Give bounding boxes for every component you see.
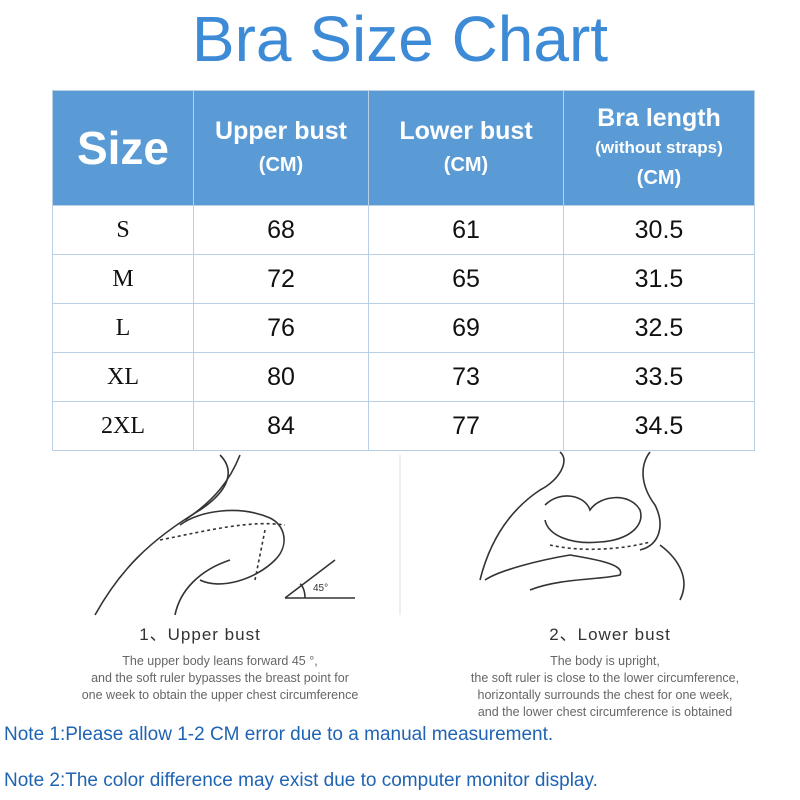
header-text: Size xyxy=(76,122,170,174)
header-text: (without straps) xyxy=(595,138,723,157)
measure-cell: 76 xyxy=(193,303,369,353)
figure-outline xyxy=(184,454,241,521)
measure-cell: 65 xyxy=(368,254,564,304)
illustrations: 45° xyxy=(94,451,685,616)
arm xyxy=(484,554,622,591)
measure-cell: 73 xyxy=(368,352,564,402)
description-line: the soft ruler is close to the lower cir… xyxy=(470,671,740,685)
measure-cell: 77 xyxy=(368,401,564,451)
description-line: and the lower chest circumference is obt… xyxy=(477,705,733,719)
angle-line xyxy=(284,559,336,599)
measure-cell: 30.5 xyxy=(563,205,755,255)
description-line: and the soft ruler bypasses the breast p… xyxy=(91,671,349,685)
header-cell: Size xyxy=(52,90,194,206)
chest xyxy=(544,495,642,544)
table-row: XL 80 73 33.5 xyxy=(52,352,755,402)
header-text: (CM) xyxy=(636,167,682,189)
caption: 2、Lower bust xyxy=(549,625,671,644)
angle-label: 45° xyxy=(313,583,328,594)
description: The body is upright, the soft ruler is cl… xyxy=(410,653,800,721)
size-table: Size Upper bust (CM) Lower bust (CM) Bra leng… xyxy=(52,90,755,451)
size-cell: M xyxy=(52,254,194,304)
tape xyxy=(159,522,286,541)
description-line: horizontally surrounds the chest for one… xyxy=(477,688,733,702)
description: The upper body leans forward 45 °, and th… xyxy=(30,653,410,704)
size-cell: S xyxy=(52,205,194,255)
size-cell: L xyxy=(52,303,194,353)
header-cell: Lower bust (CM) xyxy=(368,90,564,206)
table-row: M 72 65 31.5 xyxy=(52,254,755,304)
arm xyxy=(179,509,285,585)
caption: 1、Upper bust xyxy=(139,625,261,644)
measure-cell: 31.5 xyxy=(563,254,755,304)
header-text: Upper bust xyxy=(215,117,347,145)
measure-cell: 68 xyxy=(193,205,369,255)
figure-outline xyxy=(659,544,685,601)
figure-outline xyxy=(94,454,229,616)
header-cell: Bra length (without straps) (CM) xyxy=(563,90,755,206)
measure-cell: 33.5 xyxy=(563,352,755,402)
table-row: S 68 61 30.5 xyxy=(52,205,755,255)
description-line: The body is upright, xyxy=(550,654,660,668)
measure-cell: 80 xyxy=(193,352,369,402)
description-line: one week to obtain the upper chest circu… xyxy=(81,688,359,702)
header-row: Size Upper bust (CM) Lower bust (CM) Bra leng… xyxy=(52,90,755,206)
header-text: Bra length xyxy=(597,104,721,132)
measure-cell: 32.5 xyxy=(563,303,755,353)
tape xyxy=(254,529,266,581)
measure-cell: 34.5 xyxy=(563,401,755,451)
size-cell: 2XL xyxy=(52,401,194,451)
note: Note 2:The color difference may exist du… xyxy=(4,770,598,791)
measure-cell: 84 xyxy=(193,401,369,451)
size-cell: XL xyxy=(52,352,194,402)
description-line: The upper body leans forward 45 °, xyxy=(122,654,318,668)
header-cell: Upper bust (CM) xyxy=(193,90,369,206)
tape xyxy=(549,541,651,551)
note: Note 1:Please allow 1-2 CM error due to … xyxy=(4,724,554,745)
figure-outline xyxy=(639,451,661,551)
figure-outline xyxy=(174,559,231,616)
table-body: S 68 61 30.5 M 72 65 31.5 L 76 69 32.5 XL 80 73 33.5 2XL… xyxy=(52,205,755,451)
figure-outline xyxy=(479,451,565,581)
title: Bra Size Chart xyxy=(191,3,609,75)
measure-cell: 69 xyxy=(368,303,564,353)
measure-cell: 72 xyxy=(193,254,369,304)
table-row: 2XL 84 77 34.5 xyxy=(52,401,755,451)
angle-arc xyxy=(299,583,306,599)
header-text: (CM) xyxy=(258,154,304,176)
table-row: L 76 69 32.5 xyxy=(52,303,755,353)
header-text: Lower bust xyxy=(399,117,533,145)
measure-cell: 61 xyxy=(368,205,564,255)
header-text: (CM) xyxy=(443,154,489,176)
